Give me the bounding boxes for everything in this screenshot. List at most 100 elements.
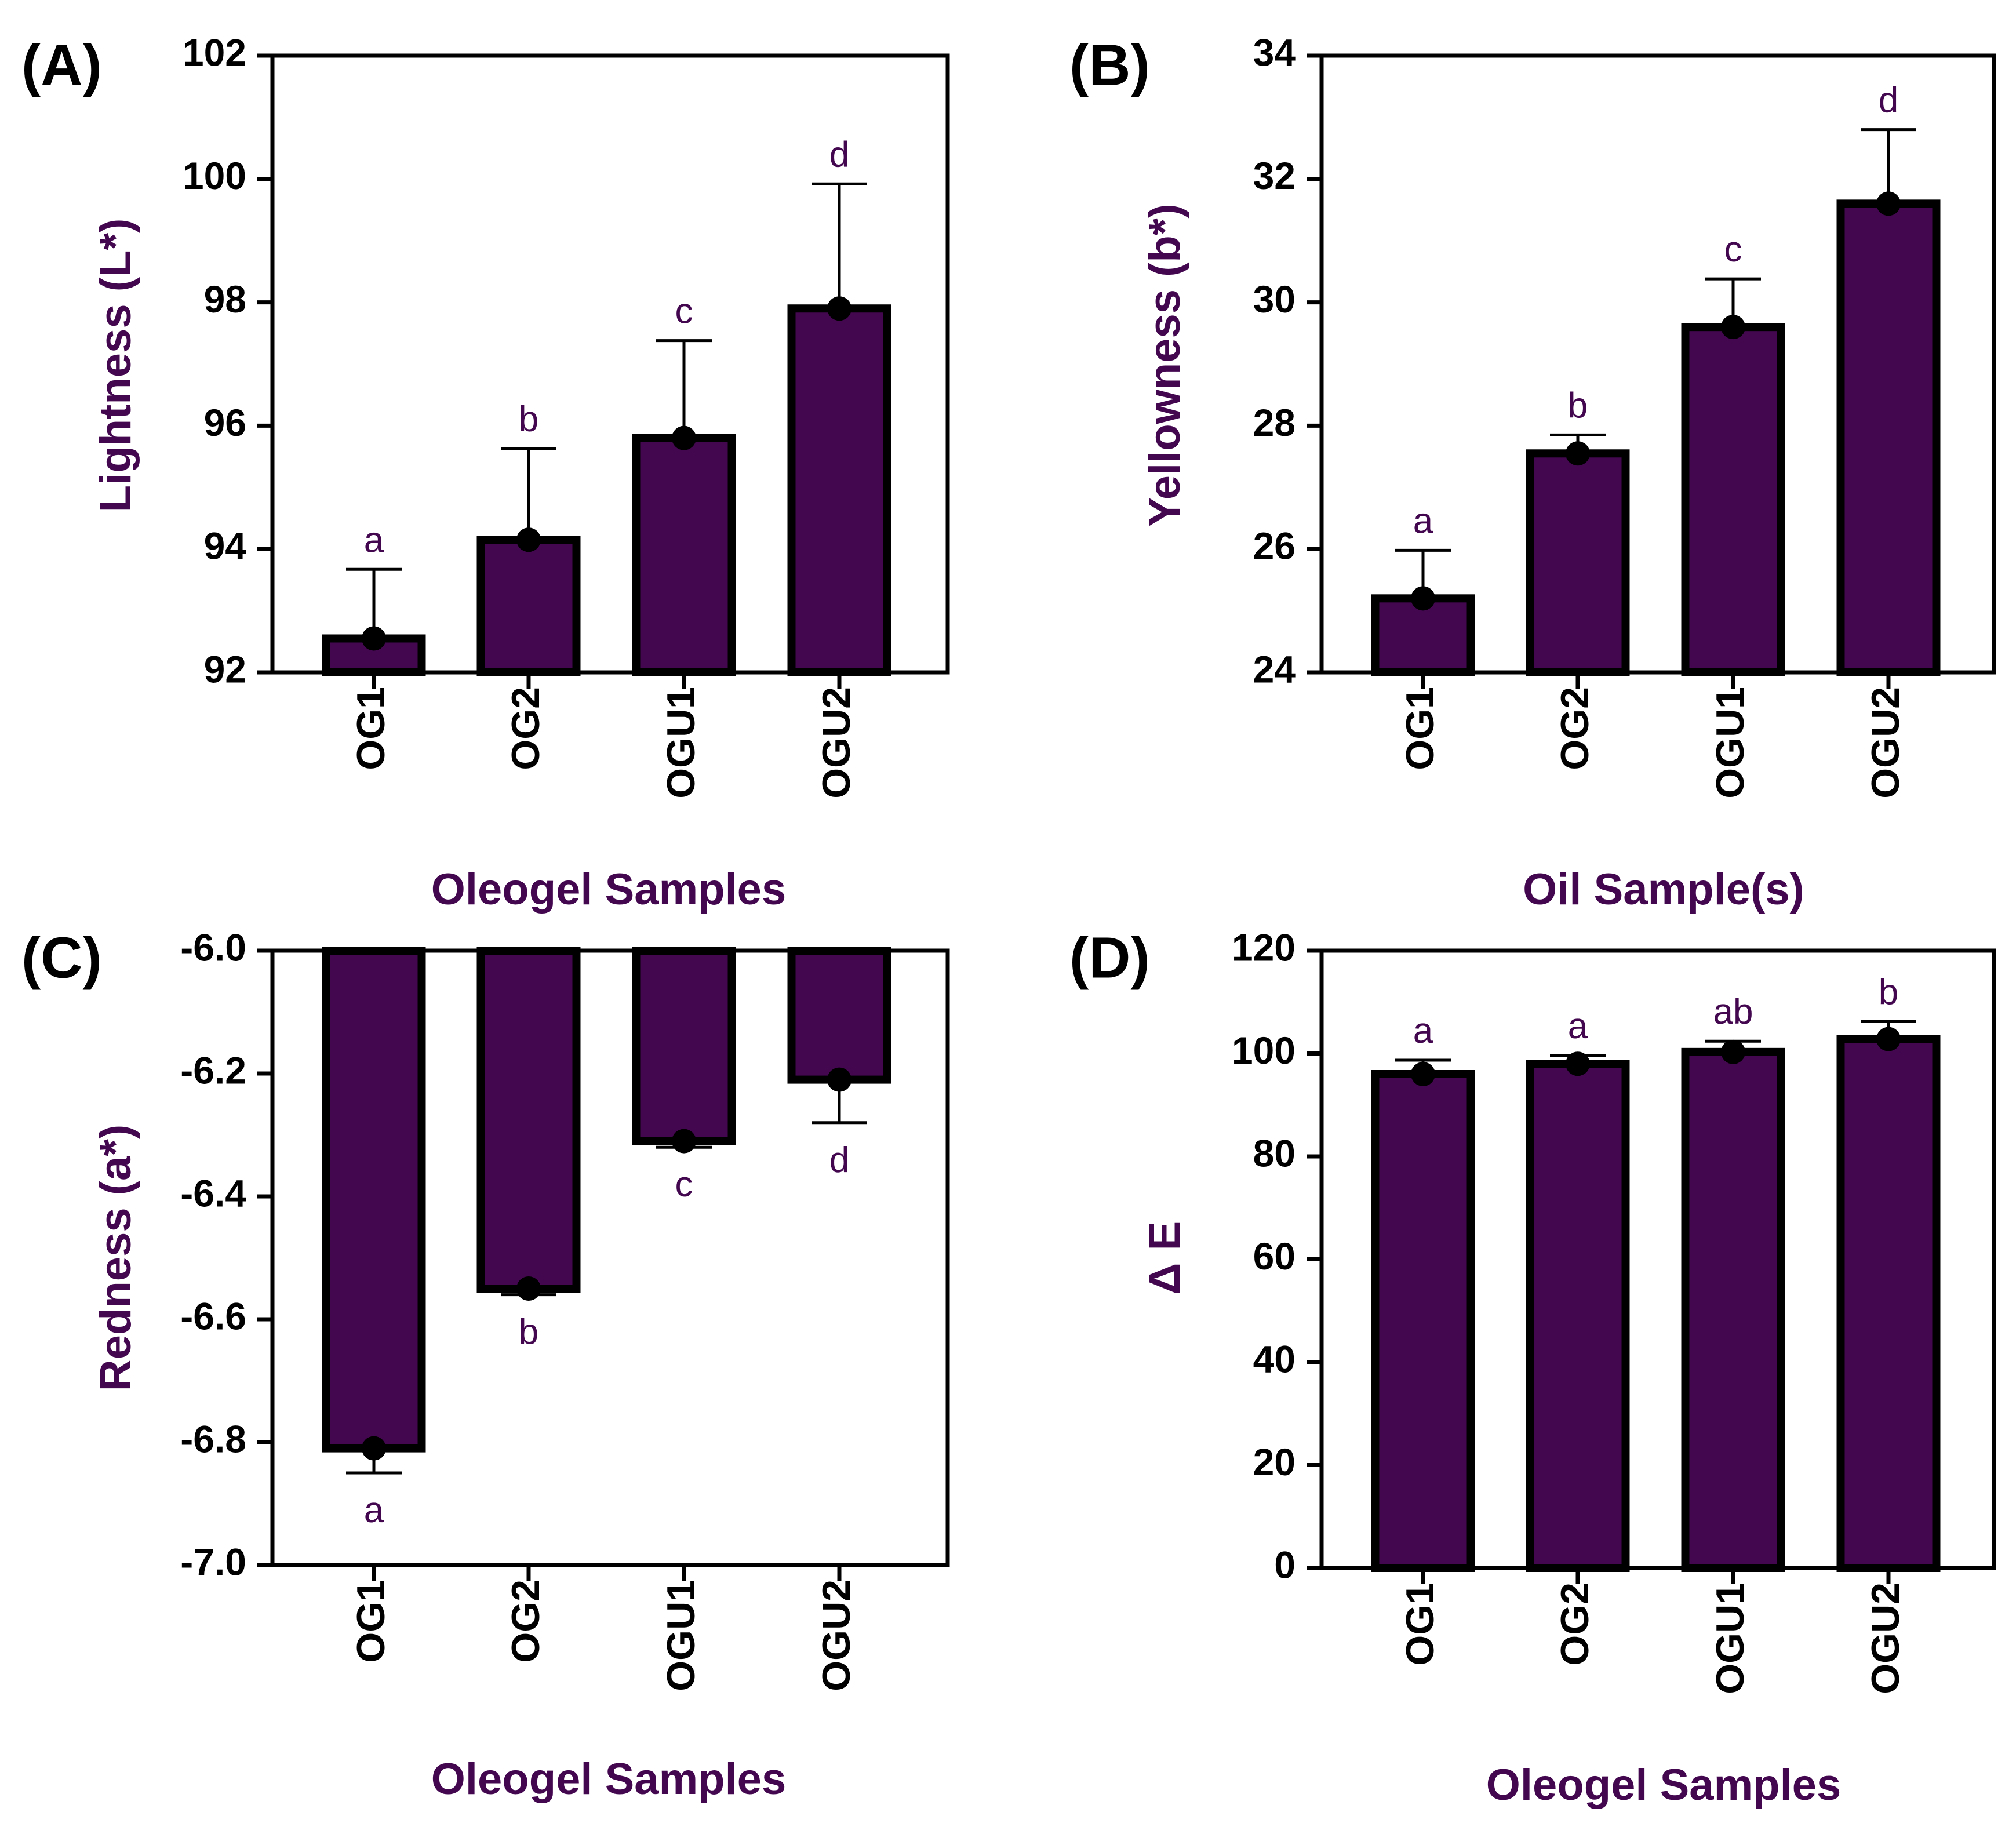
panel-letter: (C) <box>21 925 102 990</box>
x-tick-label: OG1 <box>1398 687 1442 770</box>
y-axis-title: Lightness (L*) <box>91 219 140 512</box>
x-tick-label: OGU1 <box>659 1580 703 1691</box>
y-tick-label: -6.6 <box>180 1294 246 1337</box>
y-axis-title: Δ E <box>1140 1221 1189 1294</box>
significance-label: c <box>675 1165 693 1205</box>
bar <box>1526 449 1630 677</box>
x-tick-label: OGU1 <box>1708 1582 1752 1694</box>
x-axis-title: Oil Sample(s) <box>1523 865 1804 914</box>
bar <box>1836 199 1941 676</box>
y-axis-title: Redness (a*) <box>91 1125 140 1391</box>
x-axis-title: Oleogel Samples <box>431 1755 786 1804</box>
y-tick-label: -6.4 <box>180 1171 246 1214</box>
bar <box>322 947 426 1453</box>
y-tick-label: 100 <box>1232 1029 1296 1072</box>
y-tick-label: 40 <box>1253 1337 1296 1380</box>
data-point <box>1876 1027 1901 1051</box>
y-tick-label: 102 <box>183 31 246 74</box>
significance-label: d <box>829 1140 849 1180</box>
x-tick-label: OGU2 <box>814 1580 858 1691</box>
panel-letter: (D) <box>1069 925 1150 990</box>
panel-letter: (B) <box>1069 32 1150 97</box>
bar <box>1836 1035 1941 1572</box>
data-point <box>1566 441 1590 466</box>
x-tick-label: OG2 <box>504 1580 548 1663</box>
y-tick-label: 26 <box>1253 525 1296 567</box>
data-point <box>362 1436 386 1461</box>
bar <box>1526 1060 1630 1572</box>
significance-label: b <box>519 1312 538 1352</box>
significance-label: c <box>675 292 693 332</box>
y-tick-label: -7.0 <box>180 1540 246 1583</box>
significance-label: a <box>364 520 384 560</box>
bar <box>632 947 736 1145</box>
y-tick-label: 98 <box>204 278 246 321</box>
data-point <box>516 1276 541 1301</box>
bar <box>476 536 581 676</box>
x-tick-label: OGU2 <box>814 687 858 799</box>
significance-label: a <box>1413 501 1433 541</box>
y-tick-label: -6.2 <box>180 1049 246 1091</box>
y-axis-title: Yellowness (b*) <box>1140 203 1189 527</box>
data-point <box>672 1129 696 1154</box>
data-point <box>1876 191 1901 216</box>
y-tick-label: 94 <box>204 525 247 567</box>
significance-label: a <box>364 1490 384 1530</box>
significance-label: a <box>1568 1006 1588 1046</box>
y-tick-label: 30 <box>1253 278 1296 321</box>
significance-label: d <box>829 134 849 174</box>
y-tick-label: -6.8 <box>180 1417 246 1460</box>
y-tick-label: 34 <box>1253 31 1296 74</box>
significance-label: d <box>1879 81 1898 121</box>
data-point <box>827 1067 851 1092</box>
bar <box>476 947 581 1293</box>
data-point <box>1721 1039 1745 1064</box>
data-point <box>1411 586 1435 611</box>
x-tick-label: OG2 <box>1553 1582 1597 1666</box>
significance-label: a <box>1413 1011 1433 1051</box>
y-tick-label: 28 <box>1253 401 1296 444</box>
data-point <box>1411 1062 1435 1086</box>
significance-label: b <box>1568 385 1588 425</box>
y-tick-label: -6.0 <box>180 926 246 969</box>
chart-panel-b: (B) a b c d 24 26 28 30 32 34 OG1 OG2 OGU1 OGU2 Yellown… <box>1069 31 1996 914</box>
y-tick-label: 96 <box>204 401 246 444</box>
plot-frame <box>270 948 950 1567</box>
x-tick-label: OGU1 <box>1708 687 1752 799</box>
bar <box>632 434 736 676</box>
y-tick-label: 80 <box>1253 1131 1296 1174</box>
bar <box>787 947 891 1084</box>
y-tick-label: 32 <box>1253 154 1296 197</box>
significance-label: b <box>1879 972 1898 1012</box>
y-tick-label: 24 <box>1253 647 1296 690</box>
data-point <box>362 626 386 651</box>
chart-panel-c: (C) a b c d -7.0 -6.8 -6.6 -6.4 -6.2 -6.0 OG1 OG2 OGU… <box>21 925 950 1804</box>
bar <box>1681 323 1785 676</box>
chart-panel-d: (D) a a ab b 0 20 40 60 80 100 120 OG1 OG2 OGU1 OGU2 Δ E… <box>1069 925 1996 1810</box>
plot-frame <box>270 53 950 675</box>
x-tick-label: OGU1 <box>659 687 703 799</box>
y-tick-label: 100 <box>183 154 246 197</box>
plot-frame <box>1319 53 1996 675</box>
bar <box>1681 1047 1785 1572</box>
significance-label: c <box>1724 230 1742 270</box>
x-tick-label: OG1 <box>349 687 393 770</box>
y-tick-label: 92 <box>204 647 246 690</box>
x-tick-label: OG1 <box>349 1580 393 1663</box>
x-tick-label: OG2 <box>504 687 548 770</box>
x-axis-title: Oleogel Samples <box>1486 1760 1841 1810</box>
x-tick-label: OG2 <box>1553 687 1597 770</box>
data-point <box>1566 1051 1590 1076</box>
data-point <box>516 527 541 552</box>
x-axis-title: Oleogel Samples <box>431 865 786 914</box>
x-tick-label: OGU2 <box>1864 1582 1908 1694</box>
data-point <box>1721 315 1745 340</box>
panel-letter: (A) <box>21 32 102 97</box>
y-tick-label: 0 <box>1274 1543 1296 1586</box>
x-tick-label: OG1 <box>1398 1582 1442 1666</box>
chart-panel-a: (A) a b c d 92 94 96 98 100 102 OG1 OG2 OGU1 OGU2 Light… <box>21 31 950 914</box>
y-tick-label: 60 <box>1253 1235 1296 1278</box>
data-point <box>827 296 851 321</box>
